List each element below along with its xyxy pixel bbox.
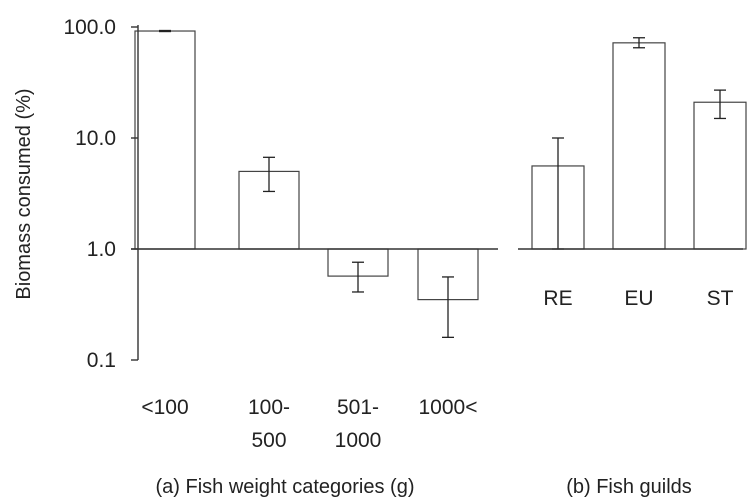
b-category-label-2: ST [707,287,734,310]
y-tick-label-0: 0.1 [87,349,116,372]
b-category-label-0: RE [543,287,572,310]
a-category-label-line2-1: 500 [251,429,286,452]
a-category-label-2: 501- [337,396,379,419]
a-bar-0 [134,30,196,250]
y-axis-title: Biomass consumed (%) [13,88,35,299]
b-bar-2 [693,101,747,250]
a-category-label-line2-2: 1000 [335,429,382,452]
y-tick-labels: 0.1 1.0 10.0 100.0 [63,16,116,372]
axes-a [131,25,498,361]
panel-a: Biomass consumed (%) 0.1 1.0 10.0 100.0 <10… [13,16,498,498]
x-tick-labels-a: <100 100- 500 501- 1000 1000< [141,396,477,452]
b-category-label-1: EU [624,287,653,310]
y-tick-label-1: 1.0 [87,238,116,261]
panel-b-title: (b) Fish guilds [566,476,692,498]
y-tick-label-3: 100.0 [63,16,116,39]
bars-fish-guilds [531,37,747,250]
y-tick-label-2: 10.0 [75,127,116,150]
a-category-label-1: 100- [248,396,290,419]
panel-b: RE EU ST (b) Fish guilds [518,37,747,498]
x-tick-labels-b: RE EU ST [543,287,733,310]
bars-weight-categories [134,29,479,338]
panel-a-title: (a) Fish weight categories (g) [156,476,415,498]
b-bar-1 [612,42,666,250]
a-category-label-0: <100 [141,396,188,419]
a-category-label-3: 1000< [419,396,478,419]
